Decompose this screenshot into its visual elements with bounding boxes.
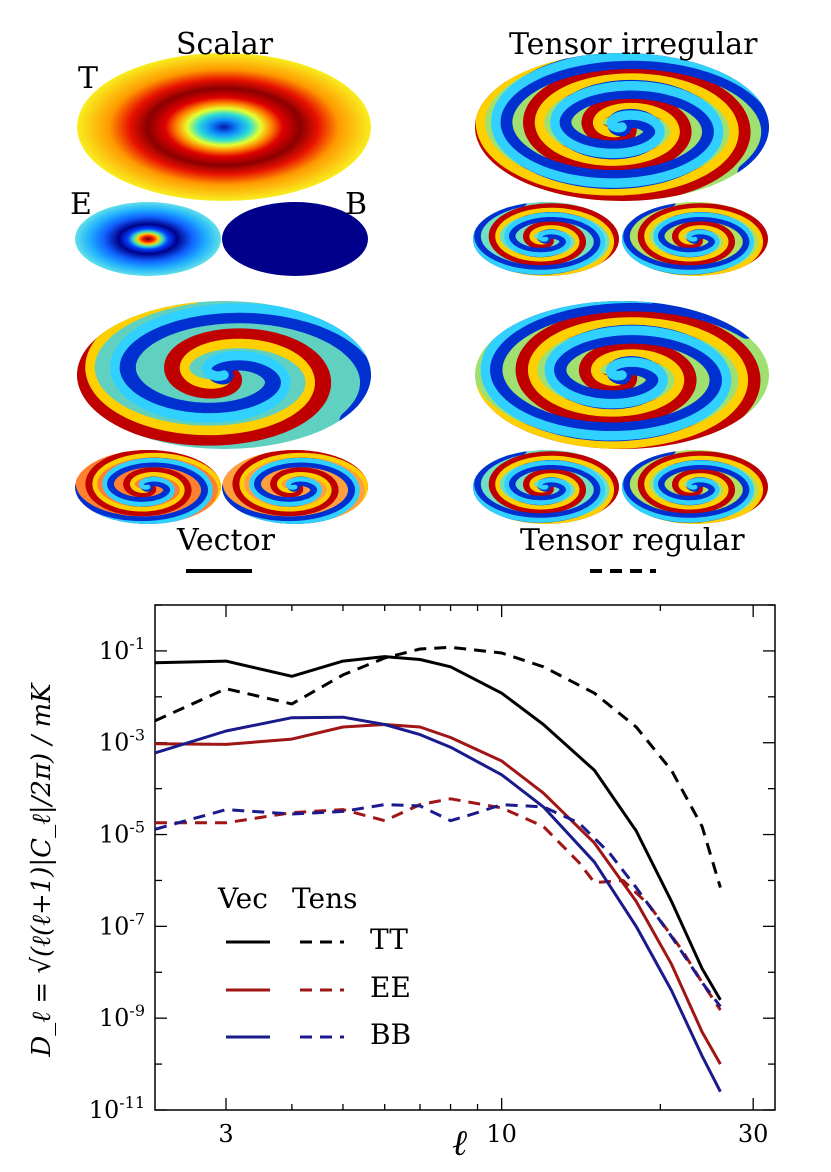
scalar-e-map xyxy=(75,202,221,276)
tensor-regular-title: Tensor regular xyxy=(520,523,745,558)
spiral-arm xyxy=(495,207,615,276)
spiral-arm xyxy=(491,53,769,188)
vector-e-map xyxy=(75,450,221,524)
legend-label-ee: EE xyxy=(370,971,411,1004)
x-axis-label: ℓ xyxy=(452,1123,467,1164)
tensor-irregular-b-map xyxy=(622,202,768,276)
spiral-arm xyxy=(89,457,213,524)
scalar-b-map xyxy=(222,202,368,276)
y-axis-label-text: D_ℓ = √(ℓ(ℓ+1)|C_ℓ|/2π) / mK xyxy=(27,683,57,1057)
series-tt-tens xyxy=(155,645,722,889)
x-tick-label: 30 xyxy=(738,1120,769,1148)
y-tick-label: 10-3 xyxy=(99,726,145,757)
spiral-arm xyxy=(236,457,360,524)
spiral-arm xyxy=(473,212,606,275)
spiral-arm xyxy=(116,304,371,431)
spiral-arm xyxy=(622,460,755,523)
legend-label-tt: TT xyxy=(370,923,408,956)
e-label: E xyxy=(70,187,92,222)
spiral-arm xyxy=(475,317,749,449)
tensor-irregular-t-map xyxy=(475,53,769,201)
x-tick-label: 3 xyxy=(218,1120,233,1148)
spiral-arm xyxy=(239,452,368,516)
y-tick-label: 10-5 xyxy=(99,818,145,849)
plot-frame xyxy=(154,604,776,1111)
legend-label-bb: BB xyxy=(370,1018,412,1051)
tensor-regular-e-map xyxy=(473,450,619,524)
legend-header-tens: Tens xyxy=(292,882,358,915)
y-tick-label: 10-11 xyxy=(89,1093,145,1124)
spiral-arm xyxy=(85,301,315,436)
vector-b-map xyxy=(222,450,368,524)
y-tick-label: 10-9 xyxy=(99,1001,145,1032)
series-group xyxy=(155,645,722,1093)
spiral-arm xyxy=(92,452,221,516)
tensor-regular-t-map xyxy=(475,301,769,449)
spiral-arm xyxy=(622,212,755,275)
b-label: B xyxy=(345,187,368,222)
vector-title: Vector xyxy=(177,523,275,558)
y-tick-label: 10-1 xyxy=(99,634,145,665)
spiral-arm xyxy=(644,455,764,524)
series-tt-vec xyxy=(155,655,722,1001)
tensor-irregular-e-map xyxy=(473,202,619,276)
t-label: T xyxy=(78,61,99,96)
tensor-regular-b-map xyxy=(622,450,768,524)
y-tick-label: 10-7 xyxy=(99,909,145,940)
spiral-arm xyxy=(473,460,606,523)
tensor-irregular-title: Tensor irregular xyxy=(509,27,758,62)
x-tick-label: 10 xyxy=(486,1120,517,1148)
legend-header-vec: Vec xyxy=(218,882,268,915)
spiral-arm xyxy=(475,53,739,196)
scalar-title: Scalar xyxy=(176,27,274,62)
vector-t-map xyxy=(77,301,371,449)
spiral-arm xyxy=(77,319,332,446)
spiral-arm xyxy=(495,455,615,524)
spiral-arm xyxy=(480,301,732,441)
spiral-arm xyxy=(110,303,371,423)
maps-figure xyxy=(75,53,769,573)
spiral-arm xyxy=(644,207,764,276)
scalar-t-map xyxy=(77,53,371,201)
